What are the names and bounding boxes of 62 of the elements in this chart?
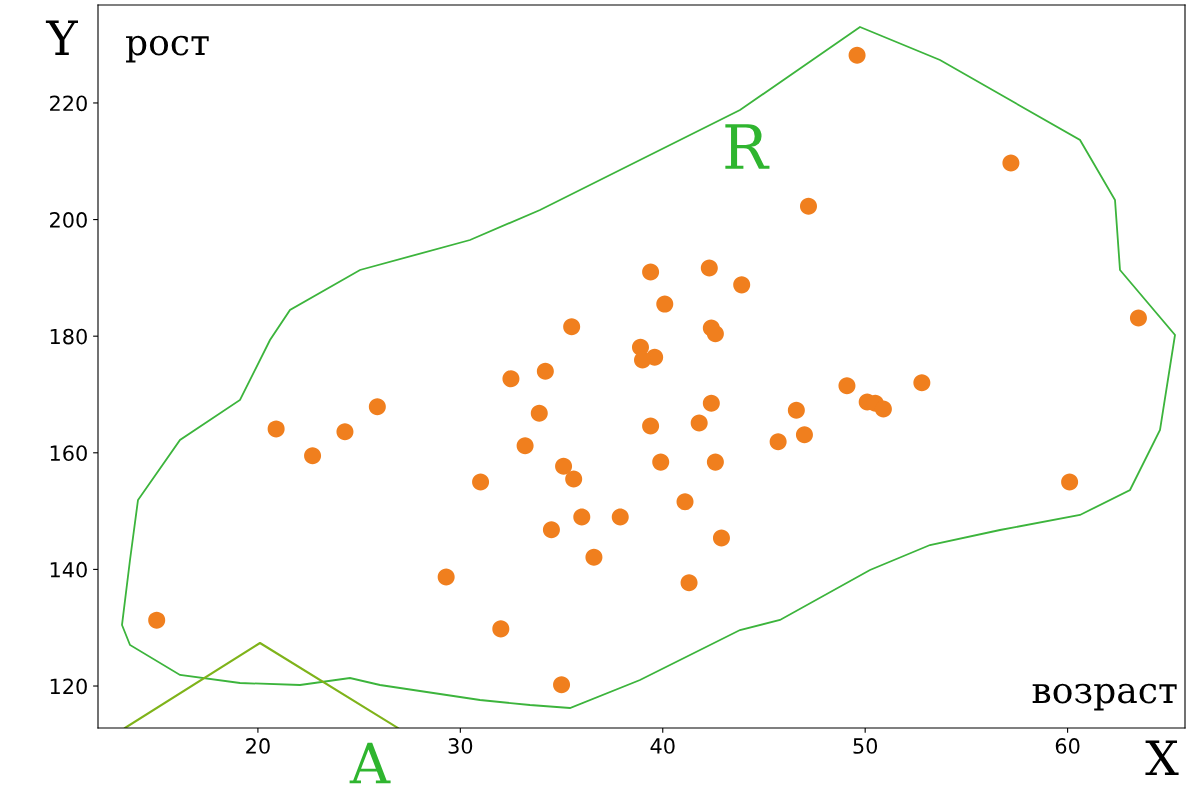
point [642, 263, 660, 281]
point [700, 259, 718, 277]
point [573, 508, 591, 526]
y-tick-label: 220 [50, 95, 87, 112]
point [795, 426, 813, 444]
point [874, 400, 892, 418]
point [712, 529, 730, 547]
point [634, 351, 652, 369]
text: X [1145, 740, 1179, 776]
text: Y [45, 20, 78, 56]
point [838, 377, 856, 395]
y-tick-label: 180 [50, 328, 87, 345]
point [733, 276, 751, 294]
point [1002, 154, 1020, 172]
annotation: R [725, 124, 770, 169]
point [148, 611, 166, 629]
x-tick-label: 40 [650, 738, 675, 754]
point [676, 493, 694, 511]
point [706, 325, 724, 343]
y-tick-label: 160 [50, 445, 87, 461]
x-tick-label: 20 [246, 738, 270, 754]
point [656, 295, 674, 313]
point [1129, 309, 1147, 327]
point [702, 394, 720, 412]
point [706, 453, 724, 471]
y-axis-title: рост [126, 35, 209, 63]
point [536, 362, 554, 380]
y-tick-label: 120 [50, 678, 87, 695]
point [437, 568, 455, 586]
point [690, 414, 708, 432]
point [565, 470, 583, 488]
x-tick-label: 60 [1055, 738, 1080, 754]
text: A [349, 742, 391, 784]
point [530, 404, 548, 422]
point [563, 318, 581, 336]
point [585, 548, 603, 566]
point [611, 508, 629, 526]
point [553, 676, 571, 694]
x-tick-label: 50 [853, 738, 878, 754]
x-axis-title: возраст [1032, 683, 1177, 711]
y-tick-label: 200 [50, 212, 87, 228]
point [304, 447, 322, 465]
point [848, 46, 866, 64]
y-tick-label: 140 [50, 561, 87, 578]
point [680, 574, 698, 592]
point [1061, 473, 1079, 491]
point [336, 423, 354, 441]
point [799, 197, 817, 215]
point [368, 398, 386, 416]
point [542, 521, 560, 539]
point [652, 453, 670, 471]
point [555, 457, 573, 475]
point [502, 370, 520, 388]
point [769, 433, 787, 451]
point [516, 437, 534, 455]
point [472, 473, 490, 491]
point [267, 420, 285, 438]
point [787, 401, 805, 419]
point [913, 374, 931, 392]
x-tick-label: 30 [448, 738, 473, 754]
point [642, 417, 660, 435]
point [492, 620, 510, 638]
